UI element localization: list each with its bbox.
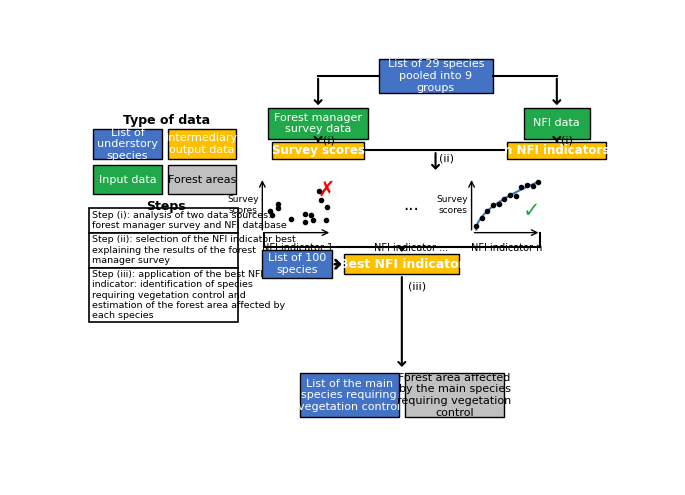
Point bbox=[499, 195, 510, 202]
Point bbox=[493, 200, 504, 208]
Text: (ii): (ii) bbox=[438, 153, 453, 163]
Point bbox=[273, 200, 284, 208]
FancyBboxPatch shape bbox=[89, 268, 238, 322]
Point bbox=[286, 215, 297, 223]
FancyBboxPatch shape bbox=[507, 142, 606, 159]
Point bbox=[321, 216, 332, 224]
Point bbox=[308, 216, 319, 224]
Point bbox=[505, 192, 516, 199]
Text: (i): (i) bbox=[323, 135, 335, 145]
Point bbox=[533, 178, 544, 186]
Text: List of the main
species requiring
vegetation control: List of the main species requiring veget… bbox=[298, 379, 400, 412]
FancyBboxPatch shape bbox=[168, 130, 236, 159]
Text: n NFI indicators: n NFI indicators bbox=[504, 144, 610, 157]
Point bbox=[264, 207, 275, 215]
Point bbox=[527, 182, 538, 190]
Text: Survey scores: Survey scores bbox=[272, 144, 364, 157]
FancyBboxPatch shape bbox=[345, 254, 459, 274]
Point bbox=[315, 196, 326, 203]
Text: List of
understory
species: List of understory species bbox=[97, 128, 158, 161]
FancyBboxPatch shape bbox=[379, 59, 493, 93]
Text: Forest areas: Forest areas bbox=[168, 175, 236, 185]
Point bbox=[299, 210, 310, 218]
Point bbox=[266, 211, 277, 219]
Text: NFI indicator 1: NFI indicator 1 bbox=[262, 244, 333, 253]
Point bbox=[516, 183, 527, 191]
Text: ...: ... bbox=[403, 196, 419, 214]
Point bbox=[488, 201, 499, 209]
Point bbox=[273, 204, 284, 212]
Point bbox=[476, 214, 487, 222]
Point bbox=[313, 187, 324, 195]
Point bbox=[471, 222, 482, 230]
FancyBboxPatch shape bbox=[268, 108, 369, 139]
Point bbox=[510, 193, 521, 200]
Point bbox=[306, 211, 316, 219]
Text: Step (iii): application of the best NFI
indicator: identification of species
req: Step (iii): application of the best NFI … bbox=[92, 270, 285, 320]
Text: NFI indicator n: NFI indicator n bbox=[471, 244, 542, 253]
Text: NFI indicator ...: NFI indicator ... bbox=[374, 244, 448, 253]
Text: Input data: Input data bbox=[99, 175, 156, 185]
Text: Steps: Steps bbox=[147, 200, 186, 213]
Text: (iii): (iii) bbox=[408, 282, 426, 292]
Text: List of 29 species
pooled into 9
groups: List of 29 species pooled into 9 groups bbox=[388, 59, 484, 93]
Point bbox=[521, 182, 532, 190]
FancyBboxPatch shape bbox=[89, 208, 238, 233]
Text: Intermediary
output data: Intermediary output data bbox=[166, 133, 238, 155]
Text: Step (ii): selection of the NFI indicator best
explaining the results of the for: Step (ii): selection of the NFI indicato… bbox=[92, 236, 295, 265]
Text: Survey
scores: Survey scores bbox=[437, 195, 469, 215]
Text: ✗: ✗ bbox=[317, 180, 335, 200]
FancyBboxPatch shape bbox=[299, 373, 399, 417]
Text: Best NFI indicator: Best NFI indicator bbox=[339, 258, 464, 271]
Text: Step (i): analysis of two data sources:
forest manager survey and NFI database: Step (i): analysis of two data sources: … bbox=[92, 211, 286, 230]
FancyBboxPatch shape bbox=[89, 233, 238, 268]
Text: List of 100
species: List of 100 species bbox=[268, 253, 326, 275]
FancyBboxPatch shape bbox=[168, 165, 236, 194]
Text: Type of data: Type of data bbox=[123, 114, 210, 127]
FancyBboxPatch shape bbox=[524, 108, 590, 139]
Point bbox=[482, 207, 493, 215]
Text: (i): (i) bbox=[561, 135, 573, 145]
FancyBboxPatch shape bbox=[262, 250, 332, 278]
Text: NFI data: NFI data bbox=[534, 118, 580, 128]
Text: Forest manager
survey data: Forest manager survey data bbox=[274, 112, 362, 134]
Point bbox=[322, 203, 333, 211]
Text: ✓: ✓ bbox=[523, 201, 540, 221]
Point bbox=[299, 218, 310, 226]
FancyBboxPatch shape bbox=[273, 142, 364, 159]
Text: Forest area affected
by the main species
requiring vegetation
control: Forest area affected by the main species… bbox=[397, 373, 512, 417]
FancyBboxPatch shape bbox=[93, 130, 162, 159]
FancyBboxPatch shape bbox=[405, 373, 504, 417]
Text: Survey
scores: Survey scores bbox=[227, 195, 259, 215]
FancyBboxPatch shape bbox=[93, 165, 162, 194]
